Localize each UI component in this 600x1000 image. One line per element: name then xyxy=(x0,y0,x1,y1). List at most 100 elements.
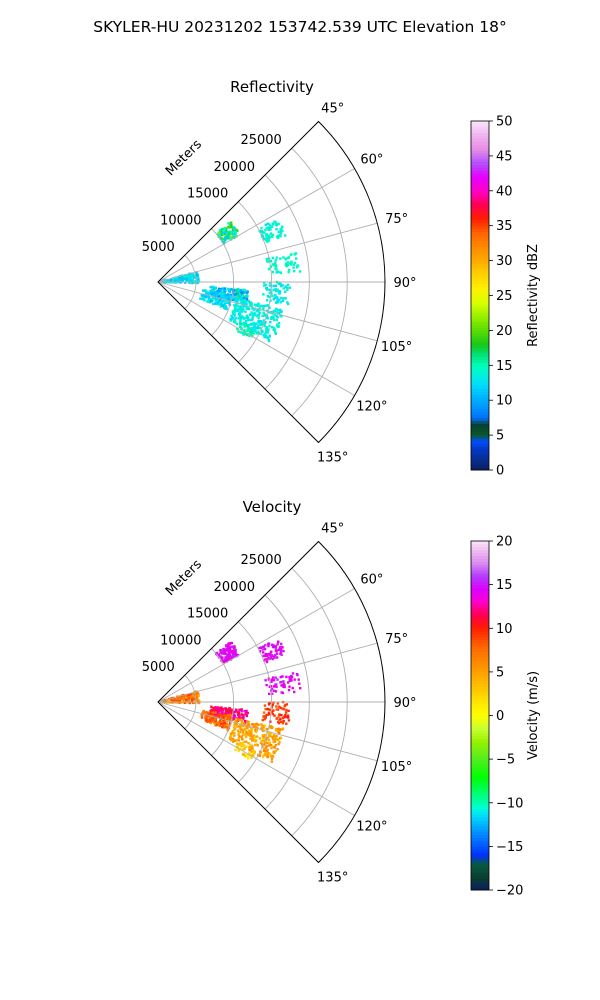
colorbar-tick-label: −5 xyxy=(496,753,515,768)
colorbar-segment xyxy=(471,674,489,679)
colorbar-segment xyxy=(471,339,489,343)
colorbar-tick-label: 10 xyxy=(496,622,513,637)
echo-pixel xyxy=(261,330,264,333)
echo-pixel xyxy=(239,317,242,320)
echo-pixel xyxy=(270,726,274,729)
echo-pixel xyxy=(245,713,248,716)
echo-pixel xyxy=(239,302,242,305)
range-axis-label: Meters xyxy=(163,137,205,179)
echo-pixel xyxy=(235,228,238,231)
echo-pixel xyxy=(277,311,280,315)
echo-pixel xyxy=(279,706,282,710)
echo-pixel xyxy=(275,705,278,708)
echo-pixel xyxy=(279,645,282,649)
echo-pixel xyxy=(241,294,245,297)
echo-pixel xyxy=(257,302,260,305)
echo-pixel xyxy=(273,296,276,299)
theta-tick-label: 90° xyxy=(393,276,416,291)
echo-pixel xyxy=(188,701,191,705)
colorbar-segment xyxy=(471,881,489,885)
echo-pixel xyxy=(267,642,270,646)
echo-pixel xyxy=(228,724,231,727)
echo-pixel xyxy=(272,750,276,753)
echo-pixel xyxy=(227,653,231,656)
colorbar-segment xyxy=(471,211,489,215)
echo-pixel xyxy=(267,228,270,231)
echo-pixel xyxy=(239,305,242,308)
echo-pixel xyxy=(276,643,279,646)
colorbar-segment xyxy=(471,849,489,853)
echo-pixel xyxy=(281,707,284,710)
colorbar-tick-label: 40 xyxy=(496,184,513,199)
echo-pixel xyxy=(287,268,291,272)
echo-pixel xyxy=(246,730,250,734)
echo-pixel xyxy=(251,747,254,750)
echo-pixel xyxy=(226,655,229,659)
echo-pixel xyxy=(278,728,282,731)
echo-pixel xyxy=(244,755,247,758)
echo-pixel xyxy=(218,716,221,719)
echo-pixel xyxy=(189,281,192,285)
echo-pixel xyxy=(225,660,228,663)
range-tick-label: 20000 xyxy=(214,160,255,175)
colorbar-segment xyxy=(471,219,489,224)
colorbar-segment xyxy=(471,587,489,591)
colorbar-segment xyxy=(471,251,489,256)
echo-pixel xyxy=(233,645,236,648)
colorbar-segment xyxy=(471,141,489,145)
echo-pixel xyxy=(263,313,266,316)
reflectivity-colorbar: 0 5 10 15 20 25 30 35 40 45 50 Reflectivity dBZ xyxy=(470,115,541,479)
colorbar-segment xyxy=(471,660,489,664)
radial-gridline xyxy=(157,701,355,816)
colorbar-segment xyxy=(471,350,489,355)
echo-pixel xyxy=(296,264,300,267)
colorbar-segment xyxy=(471,272,489,276)
echo-pixel xyxy=(263,748,266,751)
echo-pixel xyxy=(271,222,275,225)
colorbar-segment xyxy=(471,680,489,684)
colorbar-segment xyxy=(471,619,489,623)
echo-pixel xyxy=(175,277,179,280)
echo-pixel xyxy=(215,723,219,726)
echo-pixel xyxy=(260,329,264,332)
echo-pixel xyxy=(279,649,283,652)
echo-pixel xyxy=(275,656,279,659)
colorbar-segment xyxy=(471,549,489,554)
echo-pixel xyxy=(224,305,228,309)
echo-pixel xyxy=(217,289,220,293)
echo-pixel xyxy=(176,278,179,282)
colorbar-tick-label: 20 xyxy=(496,535,513,550)
echo-pixel xyxy=(226,293,230,296)
echo-pixel xyxy=(175,699,178,703)
echo-pixel xyxy=(284,714,287,717)
echo-pixel xyxy=(273,655,276,658)
colorbar-segment xyxy=(471,216,489,221)
echo-pixel xyxy=(234,748,237,752)
echo-pixel xyxy=(189,278,192,281)
echo-pixel xyxy=(263,321,267,324)
colorbar-segment xyxy=(471,385,489,389)
colorbar-segment xyxy=(471,176,489,180)
echo-pixel xyxy=(225,708,228,711)
echo-pixel xyxy=(276,748,279,751)
echo-pixel xyxy=(233,289,236,292)
echo-pixel xyxy=(211,297,215,300)
echo-pixel xyxy=(292,263,296,266)
echo-pixel xyxy=(170,698,173,701)
echo-pixel xyxy=(281,727,285,730)
colorbar-tick-label: 20 xyxy=(496,324,513,339)
echo-pixel xyxy=(215,652,219,655)
echo-pixel xyxy=(240,744,243,747)
echo-pixel xyxy=(289,253,292,256)
colorbar-segment xyxy=(471,455,489,459)
echo-pixel xyxy=(279,296,283,300)
echo-pixel xyxy=(233,314,236,317)
echo-pixel xyxy=(222,652,226,655)
echo-pixel xyxy=(236,309,239,313)
echo-pixel xyxy=(235,654,238,658)
echo-pixel xyxy=(227,295,230,298)
echo-pixel xyxy=(233,311,237,314)
colorbar-segment xyxy=(471,564,489,568)
echo-pixel xyxy=(231,655,234,658)
echo-pixel xyxy=(202,709,206,713)
